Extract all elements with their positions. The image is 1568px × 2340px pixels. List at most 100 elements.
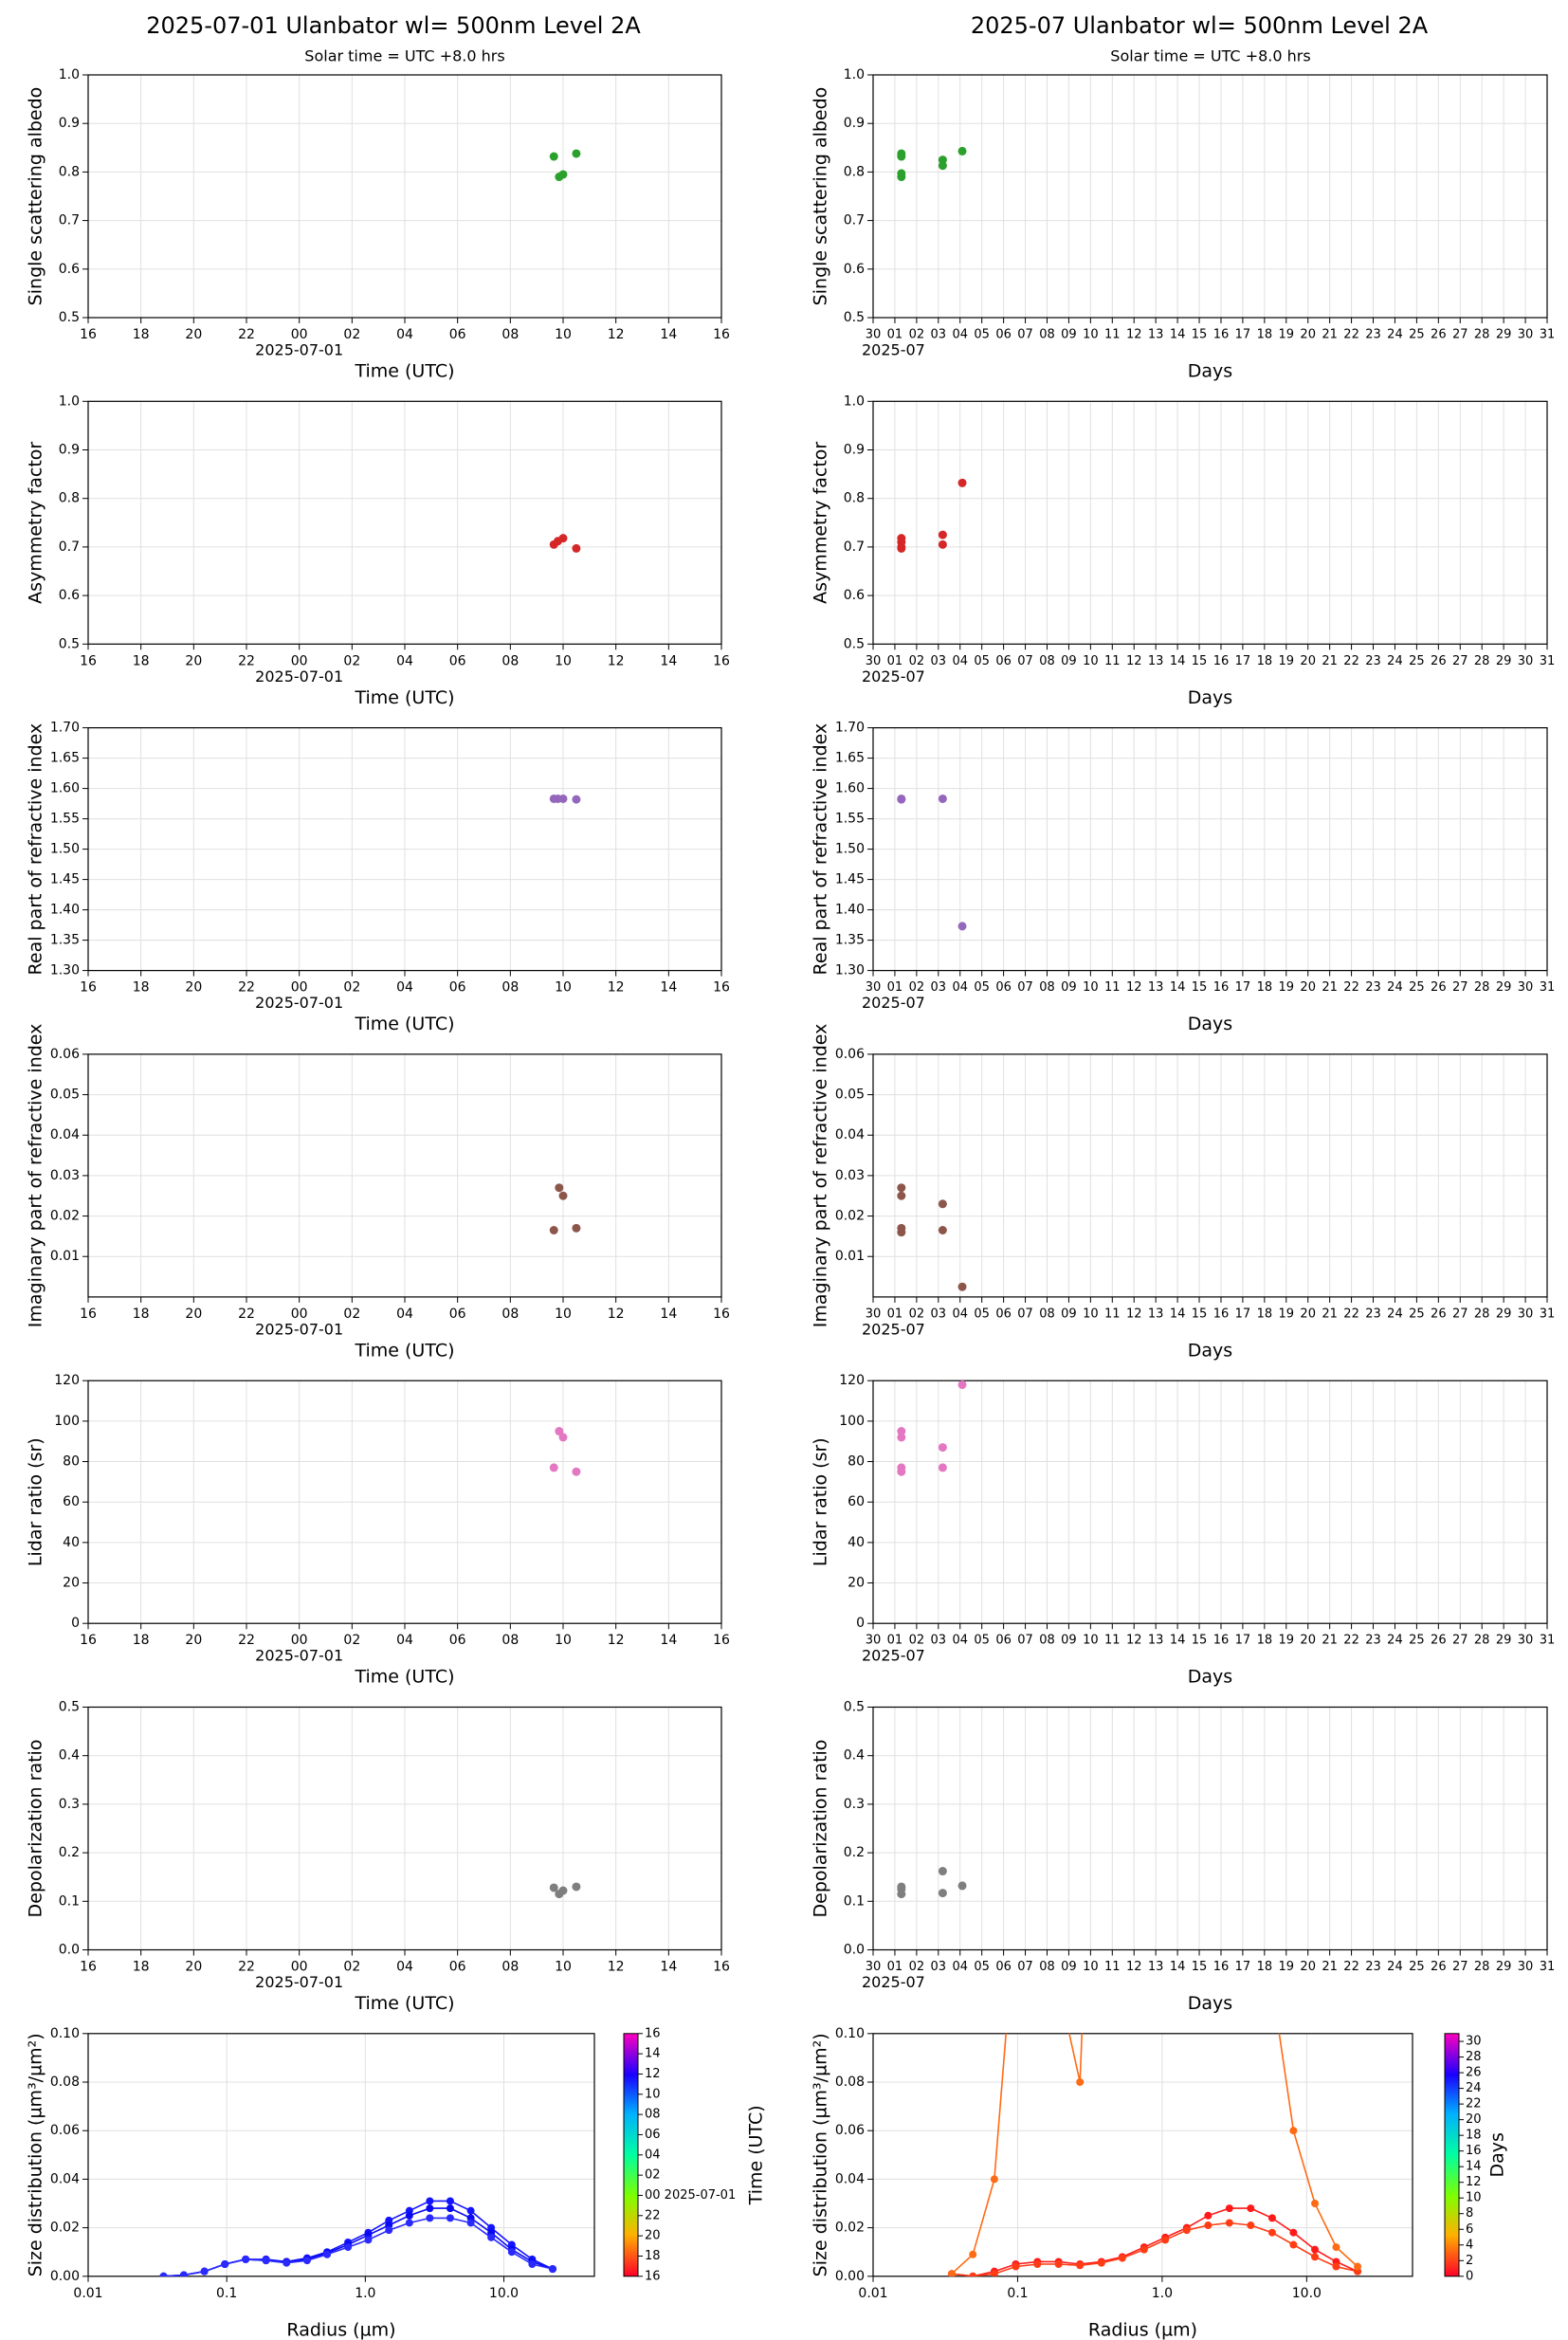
x-tick-label: 10 [555, 980, 572, 996]
x-tick-label: 16 [80, 1307, 97, 1322]
x-tick-label: 14 [660, 653, 677, 668]
colorbar-tick-label: 26 [1466, 2066, 1482, 2080]
y-tick-label: 0.6 [844, 262, 865, 277]
point [938, 794, 947, 803]
x-tick-label: 24 [1387, 1960, 1403, 1974]
series-line [951, 2033, 1358, 2275]
point [426, 2214, 434, 2222]
x-tick-label: 07 [1017, 1960, 1033, 1974]
x-tick-label: 09 [1061, 328, 1077, 342]
point [938, 1889, 947, 1898]
x-tick-label: 28 [1474, 980, 1490, 995]
x-tick-label: 05 [974, 1960, 990, 1974]
y-tick-label: 1.55 [835, 812, 865, 827]
y-tick-label: 0.1 [59, 1893, 80, 1909]
x-tick-label: 06 [449, 980, 466, 996]
point [572, 1467, 581, 1476]
x-date-label: 2025-07 [862, 1973, 925, 1991]
x-tick-label: 19 [1279, 328, 1295, 342]
x-tick-label: 16 [80, 980, 97, 996]
x-tick-label: 11 [1104, 654, 1121, 668]
point [549, 1883, 558, 1892]
y-tick-label: 1.35 [50, 933, 80, 948]
x-tick-label: 12 [608, 980, 625, 996]
colorbar-tick-label: 00 2025-07-01 [645, 2188, 736, 2203]
chart-subtitle: Solar time = UTC +8.0 hrs [1110, 47, 1310, 65]
x-tick-label: 00 [291, 980, 308, 996]
y-tick-label: 100 [54, 1414, 80, 1429]
colorbar-tick-label: 28 [1466, 2050, 1482, 2064]
point [302, 2257, 311, 2265]
x-tick-label: 27 [1452, 654, 1468, 668]
y-tick-label: 0.01 [50, 1249, 80, 1264]
x-tick-label: 18 [1257, 980, 1273, 995]
y-tick-label: 1.65 [835, 751, 865, 766]
x-tick-label: 31 [1540, 1634, 1556, 1648]
colorbar-tick-label: 16 [1466, 2144, 1482, 2158]
colorbar-tick-label: 02 [645, 2168, 661, 2183]
x-tick-label: 06 [449, 1960, 466, 1975]
x-tick-label: 10 [555, 327, 572, 342]
x-tick-label: 16 [713, 1633, 730, 1648]
point [1332, 2243, 1340, 2252]
point [1247, 2221, 1255, 2230]
colorbar-tick-label: 08 [645, 2108, 661, 2122]
x-tick-label: 30 [1518, 1634, 1534, 1648]
plot-frame [872, 726, 1548, 972]
x-tick-label: 19 [1279, 1307, 1295, 1321]
x-tick-label: 23 [1365, 1307, 1381, 1321]
colorbar-tick-label: 20 [645, 2229, 661, 2243]
x-tick-label: 13 [1148, 654, 1164, 668]
point [1289, 2228, 1298, 2237]
y-tick-label: 0.06 [835, 1047, 865, 1062]
y-tick-label: 0.3 [59, 1797, 80, 1812]
chart-title: 2025-07 Ulanbator wl= 500nm Level 2A [971, 12, 1429, 39]
x-tick-label: 19 [1279, 1634, 1295, 1648]
point [405, 2219, 413, 2227]
colorbar-tick-label: 18 [1466, 2129, 1482, 2143]
x-tick-label: 30 [1518, 1960, 1534, 1974]
x-axis-label: Days [1188, 687, 1232, 708]
plot-frame [872, 400, 1548, 645]
y-tick-label: 1.45 [50, 872, 80, 887]
x-tick-label: 04 [952, 1634, 968, 1648]
x-tick-label: 06 [995, 1307, 1012, 1321]
colorbar-label: Days [1487, 2132, 1508, 2177]
y-tick-label: 0.6 [844, 588, 865, 603]
y-tick-label: 0.04 [50, 2171, 80, 2186]
point [938, 1867, 947, 1876]
x-date-label: 2025-07 [862, 1647, 925, 1665]
colorbar-tick-label: 0 [1466, 2269, 1473, 2283]
x-tick-label: 22 [238, 653, 255, 668]
y-tick-label: 0.05 [50, 1088, 80, 1103]
x-tick-label: 24 [1387, 980, 1403, 995]
point [159, 2272, 168, 2276]
y-axis-label: Imaginary part of refractive index [26, 1024, 46, 1328]
point [897, 1467, 906, 1476]
y-axis-label: Single scattering albedo [811, 87, 831, 306]
point [1225, 2204, 1233, 2213]
x-tick-label: 12 [1126, 328, 1142, 342]
x-date-label: 2025-07-01 [255, 1973, 343, 1991]
point [1054, 2260, 1063, 2268]
x-tick-label: 26 [1431, 328, 1447, 342]
y-tick-label: 0.8 [844, 491, 865, 506]
x-axis-label: Time (UTC) [354, 1340, 454, 1361]
x-tick-label: 21 [1322, 1960, 1338, 1974]
point [507, 2248, 516, 2257]
y-tick-label: 0.04 [835, 1127, 865, 1143]
x-tick-label: 04 [396, 653, 413, 668]
x-tick-label: 16 [1213, 1960, 1230, 1974]
colorbar-tick-label: 8 [1466, 2206, 1473, 2221]
plot-frame [872, 74, 1548, 319]
x-tick-label: 12 [1126, 654, 1142, 668]
x-tick-label: 20 [1300, 328, 1316, 342]
y-tick-label: 0.9 [59, 443, 80, 458]
y-tick-label: 1.45 [835, 872, 865, 887]
x-tick-label: 31 [1540, 980, 1556, 995]
x-tick-label: 14 [1170, 1634, 1186, 1648]
y-axis-label: Depolarization ratio [811, 1740, 831, 1918]
x-tick-label: 30 [866, 1960, 882, 1974]
chart-title: 2025-07-01 Ulanbator wl= 500nm Level 2A [146, 12, 641, 39]
x-date-label: 2025-07 [862, 1320, 925, 1338]
